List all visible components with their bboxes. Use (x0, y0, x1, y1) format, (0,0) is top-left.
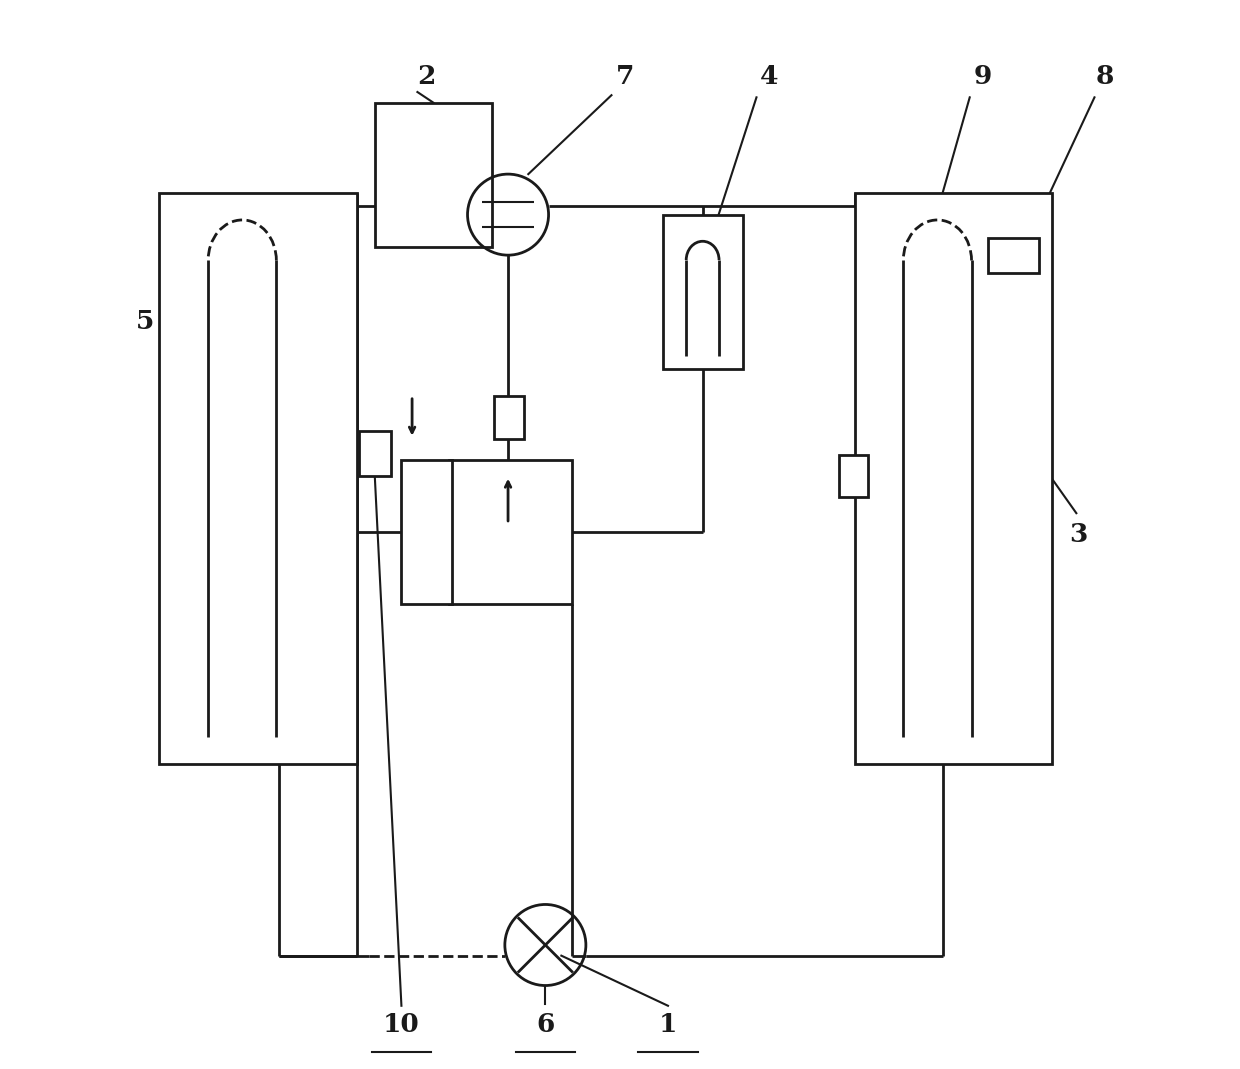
Bar (358, 431, 391, 476)
Bar (160, 193, 357, 763)
Text: 8: 8 (1096, 63, 1115, 89)
Text: 7: 7 (616, 63, 635, 89)
Text: 6: 6 (536, 1012, 554, 1037)
Text: 2: 2 (417, 63, 435, 89)
Text: 5: 5 (136, 309, 155, 334)
Circle shape (467, 174, 548, 255)
Text: 9: 9 (973, 63, 992, 89)
Circle shape (505, 904, 585, 986)
Bar (495, 396, 525, 438)
Bar (374, 103, 492, 247)
Bar (449, 460, 572, 604)
Bar (662, 215, 743, 369)
Text: 10: 10 (383, 1012, 420, 1037)
Text: 4: 4 (760, 63, 779, 89)
Bar (854, 193, 1052, 763)
Text: 3: 3 (1069, 522, 1087, 547)
Bar (402, 460, 451, 604)
Text: 1: 1 (658, 1012, 677, 1037)
Bar (988, 238, 1039, 274)
Bar (838, 454, 868, 497)
